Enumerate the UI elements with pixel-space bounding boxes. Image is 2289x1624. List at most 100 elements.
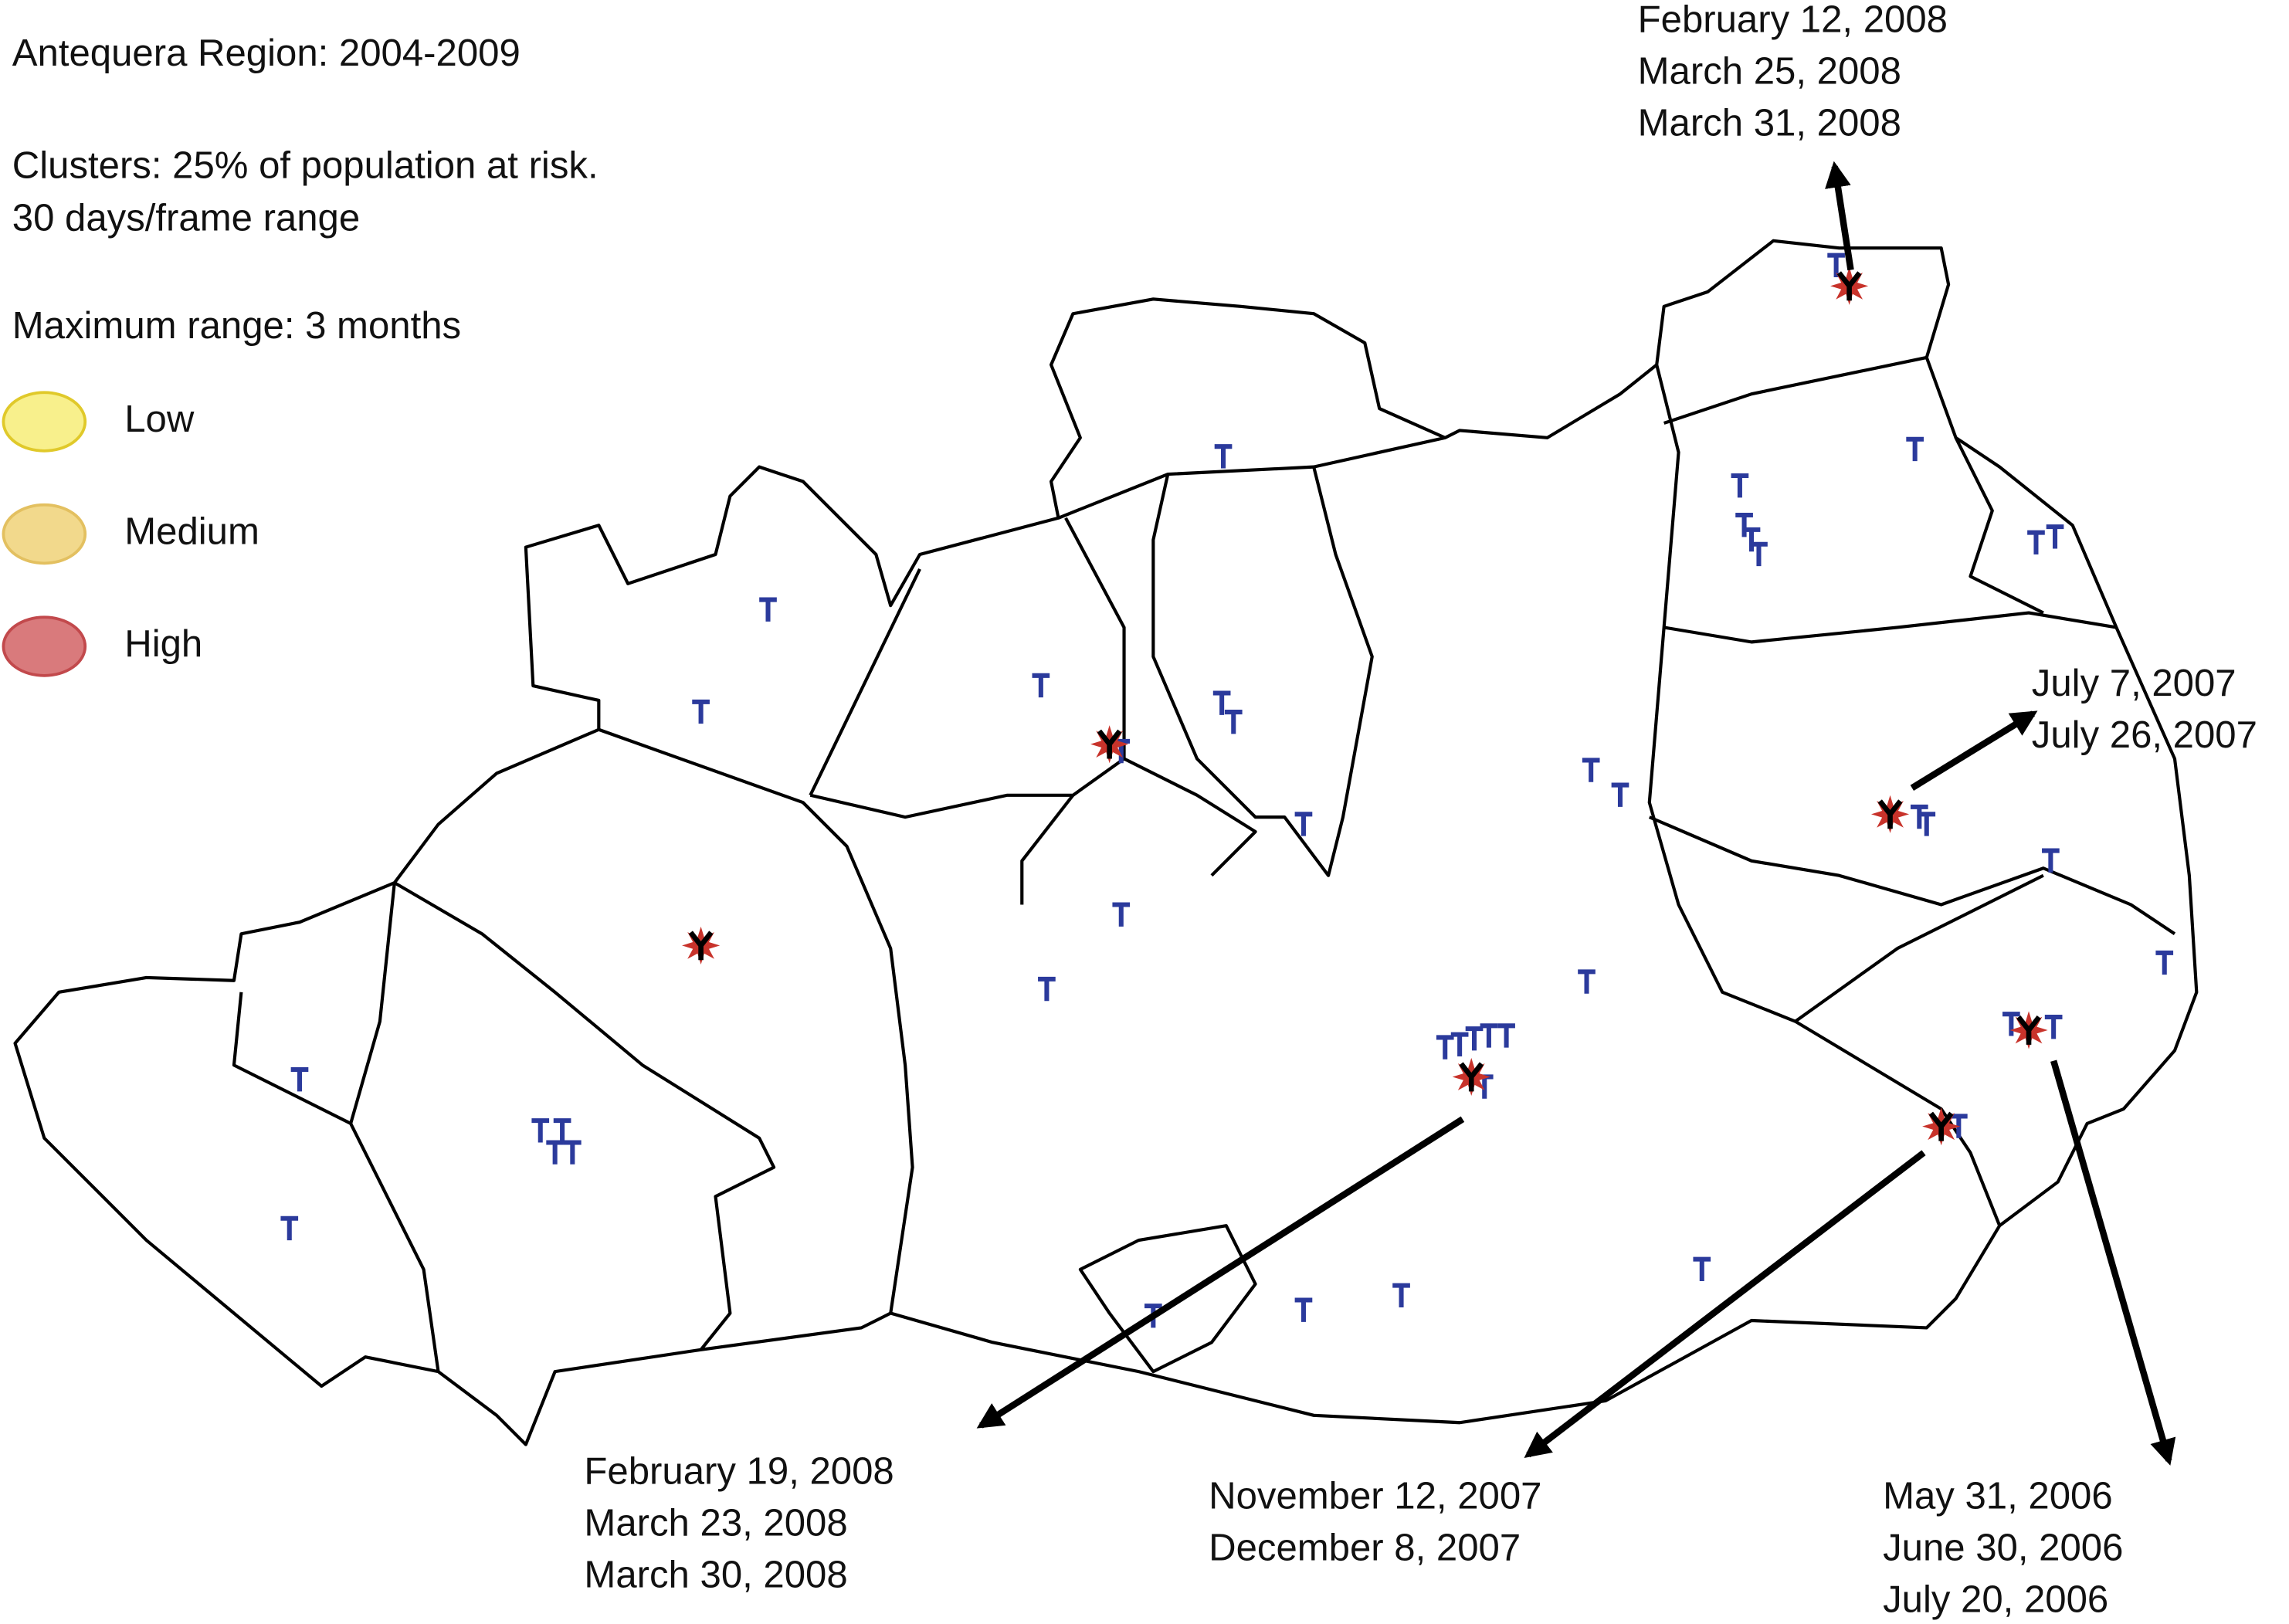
t-marker (546, 1140, 564, 1165)
t-marker (1910, 804, 1928, 829)
region-outlines (13, 239, 2199, 1446)
t-marker (563, 1140, 582, 1165)
legend-swatch (2, 503, 87, 565)
t-marker (1750, 541, 1768, 567)
date-label: March 31, 2008 (1638, 102, 1901, 144)
t-marker (1827, 253, 1845, 278)
setting: Clusters: 25% of population at risk. (12, 144, 599, 186)
y-marker (1459, 1062, 1484, 1092)
setting: 30 days/frame range (12, 197, 360, 239)
arrow (1524, 1150, 1926, 1458)
t-marker (759, 597, 777, 622)
t-marker (1582, 758, 1600, 782)
legend-swatch (2, 391, 87, 453)
legend-label: Low (124, 398, 195, 440)
boundary (1151, 466, 1374, 877)
t-marker (1212, 690, 1231, 715)
t-marker (2046, 524, 2064, 549)
t-marker (1465, 1026, 1484, 1051)
date-label: November 12, 2007 (1209, 1475, 1541, 1517)
t-marker (1294, 1297, 1313, 1322)
boundary (1123, 757, 1257, 877)
t-marker (1731, 473, 1749, 498)
title: Antequera Region: 2004-2009 (12, 32, 521, 74)
y-marker (1928, 1111, 1954, 1141)
y-marker (688, 931, 714, 961)
date-label: March 25, 2008 (1638, 50, 1901, 92)
t-marker (1918, 812, 1936, 836)
t-marker (1578, 969, 1596, 994)
y-marker (1877, 799, 1903, 829)
t-marker (1480, 1023, 1498, 1048)
date-label: December 8, 2007 (1209, 1527, 1521, 1569)
date-label: June 30, 2006 (1883, 1527, 2123, 1569)
boundary (1663, 611, 2117, 644)
y-marker (1097, 729, 1122, 759)
t-marker (1497, 1023, 1515, 1048)
t-marker (1038, 976, 1056, 1002)
arrow (1825, 161, 1854, 271)
date-label: March 23, 2008 (584, 1502, 847, 1544)
t-marker (2155, 950, 2174, 975)
annotations: February 12, 2008 March 25, 2008 March 31,… (584, 0, 2257, 1621)
t-marker (2044, 1014, 2063, 1039)
t-marker (692, 699, 710, 724)
y-marker (1836, 271, 1862, 301)
boundary (1794, 873, 2044, 1023)
arrow (1910, 710, 2038, 791)
date-label: July 7, 2007 (2032, 663, 2236, 704)
legend-label: Medium (124, 511, 259, 553)
t-marker (2002, 1012, 2020, 1036)
boundary (1647, 364, 2002, 1226)
t-marker (1611, 782, 1629, 807)
t-marker (1392, 1283, 1410, 1307)
boundary (393, 881, 776, 1351)
boundary (1954, 436, 2044, 615)
t-marker (1693, 1256, 1711, 1281)
boundary (598, 727, 914, 1314)
boundary (809, 568, 921, 796)
boundary (1057, 436, 1446, 520)
date-label: May 31, 2006 (1883, 1475, 2113, 1517)
date-label: February 12, 2008 (1638, 0, 1948, 40)
t-marker (1032, 673, 1050, 698)
date-label: February 19, 2008 (584, 1450, 894, 1492)
t-marker (1735, 512, 1753, 537)
legend-label: High (124, 623, 202, 665)
t-marker (1906, 436, 1924, 462)
boundary (232, 992, 440, 1372)
boundary (1663, 355, 1928, 425)
boundary (1078, 1224, 1257, 1374)
t-marker (1214, 444, 1233, 469)
legend: Low Medium High (2, 391, 259, 677)
t-marker (1436, 1035, 1454, 1059)
date-label: July 26, 2007 (2032, 714, 2257, 756)
t-marker (531, 1118, 550, 1143)
t-marker (1742, 527, 1761, 552)
outer-boundary (13, 239, 2199, 1446)
arrows (976, 161, 2176, 1466)
t-marker (290, 1066, 309, 1092)
t-marker (2027, 530, 2045, 555)
t-marker (1112, 902, 1131, 927)
t-marker (553, 1118, 571, 1143)
date-label: March 30, 2008 (584, 1554, 847, 1596)
t-marker (1224, 710, 1243, 734)
date-label: July 20, 2006 (1883, 1579, 2108, 1621)
t-marker (280, 1215, 299, 1241)
y-marker (2016, 1015, 2041, 1045)
t-marker (1294, 812, 1313, 836)
t-marker (1450, 1032, 1469, 1056)
markers (280, 253, 2174, 1328)
arrow (976, 1116, 1465, 1429)
boundary (349, 882, 396, 1124)
max-range: Maximum range: 3 months (12, 305, 461, 347)
t-marker (2042, 848, 2060, 873)
boundary (1648, 815, 2176, 936)
boundary (809, 517, 1126, 819)
boundary (1020, 794, 1075, 905)
legend-swatch (2, 615, 87, 677)
arrow (2050, 1059, 2176, 1466)
